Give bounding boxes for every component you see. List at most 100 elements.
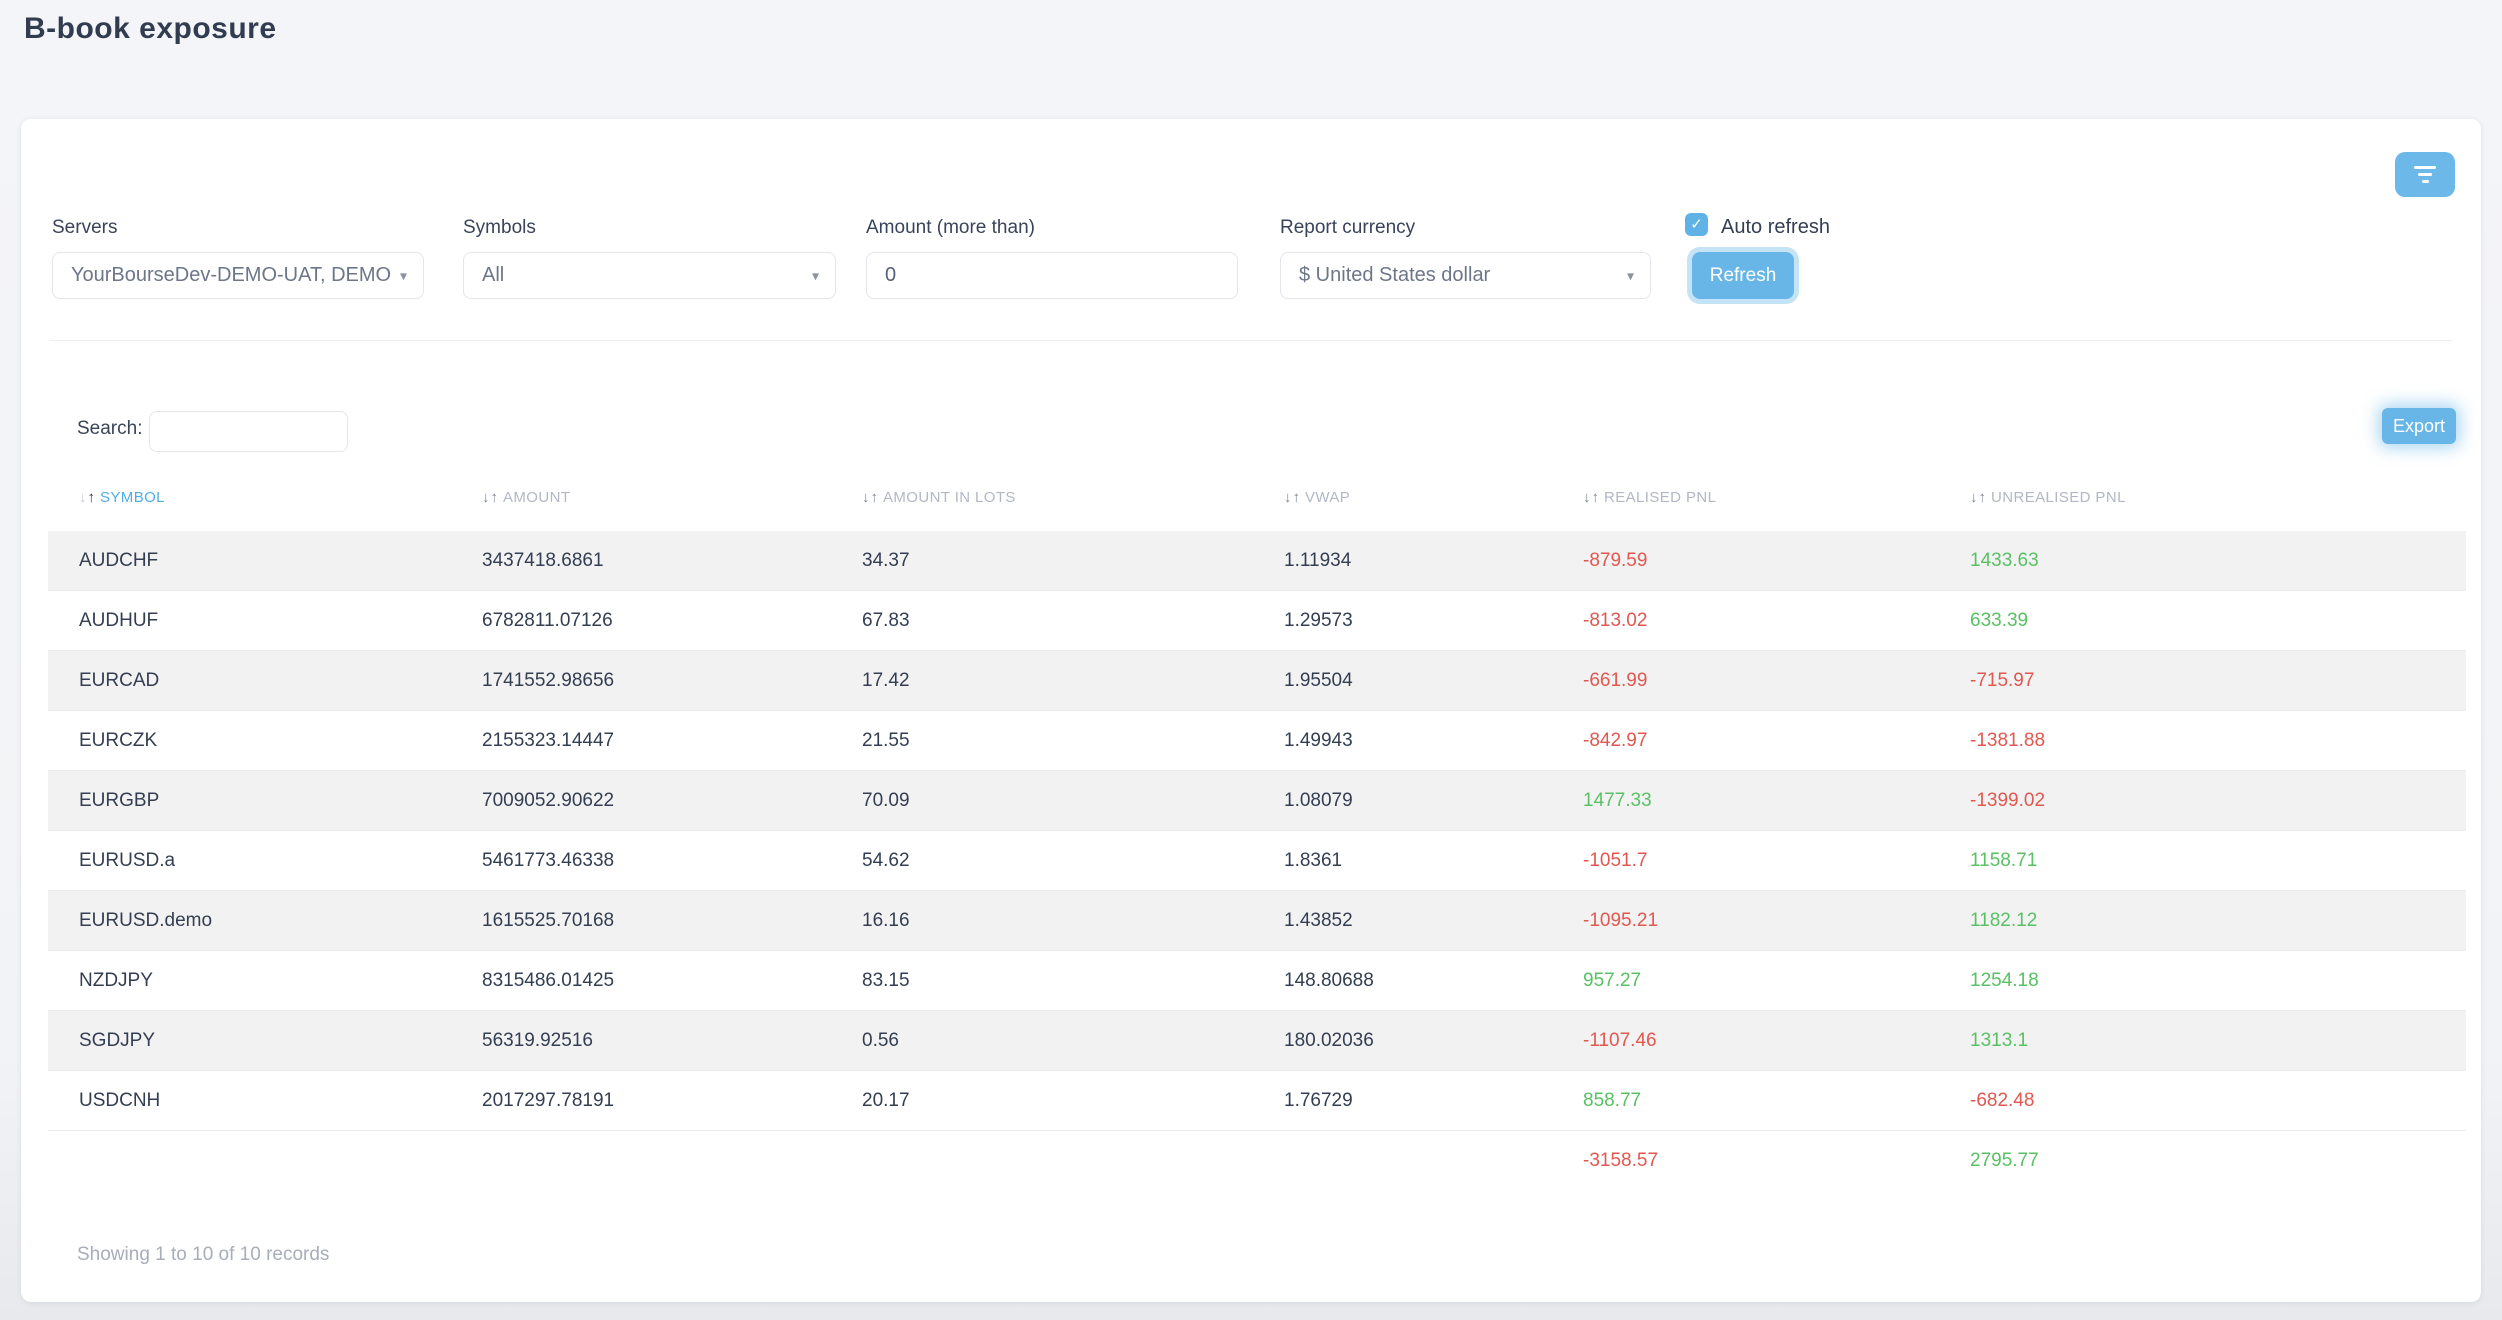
symbols-value: All — [482, 264, 505, 286]
symbols-label: Symbols — [463, 217, 536, 238]
column-label: VWAP — [1305, 489, 1351, 506]
sort-desc-icon: ↓ — [79, 489, 87, 506]
cell-vwap: 148.80688 — [1284, 969, 1374, 991]
sort-desc-icon: ↓ — [1583, 489, 1591, 506]
report-currency-select[interactable]: $ United States dollar ▾ — [1280, 252, 1651, 299]
table-row: EURUSD.a 5461773.46338 54.62 1.8361 -1051.7 1… — [48, 831, 2466, 891]
cell-realised_pnl: -879.59 — [1583, 549, 1648, 571]
table-row: AUDHUF 6782811.07126 67.83 1.29573 -813.02 63… — [48, 591, 2466, 651]
cell-symbol: USDCNH — [79, 1089, 161, 1111]
cell-amount: 5461773.46338 — [482, 849, 615, 871]
sort-asc-icon: ↑ — [1591, 489, 1600, 506]
column-label: UNREALISED PNL — [1991, 489, 2126, 506]
sort-desc-icon: ↓ — [862, 489, 870, 506]
cell-amount: 8315486.01425 — [482, 969, 615, 991]
cell-vwap: 1.8361 — [1284, 849, 1343, 871]
column-header-symbol[interactable]: ↓↑ SYMBOL — [48, 489, 451, 507]
cell-amount_in_lots: 54.62 — [862, 849, 910, 871]
cell-unrealised_pnl: 1313.1 — [1970, 1029, 2029, 1051]
column-header-vwap[interactable]: ↓↑ VWAP — [1253, 489, 1552, 507]
cell-vwap: 1.11934 — [1284, 549, 1352, 571]
column-header-amount[interactable]: ↓↑ AMOUNT — [451, 489, 831, 507]
sort-asc-icon: ↑ — [87, 489, 96, 506]
column-header-amount_in_lots[interactable]: ↓↑ AMOUNT IN LOTS — [831, 489, 1253, 507]
sort-asc-icon: ↑ — [490, 489, 499, 506]
search-label: Search: — [77, 418, 143, 439]
table-row: AUDCHF 3437418.6861 34.37 1.11934 -879.59 143… — [48, 531, 2466, 591]
chevron-down-icon: ▾ — [1626, 267, 1634, 283]
cell-vwap: 1.76729 — [1284, 1089, 1353, 1111]
export-button[interactable]: Export — [2382, 408, 2456, 444]
sort-desc-icon: ↓ — [1284, 489, 1292, 506]
cell-amount_in_lots: 34.37 — [862, 549, 910, 571]
auto-refresh-checkbox[interactable] — [1685, 213, 1708, 236]
filter-toggle-button[interactable] — [2395, 152, 2455, 197]
sort-desc-icon: ↓ — [1970, 489, 1978, 506]
cell-unrealised_pnl: -1399.02 — [1970, 789, 2046, 811]
cell-realised_pnl: -842.97 — [1583, 729, 1648, 751]
cell-symbol: SGDJPY — [79, 1029, 156, 1051]
cell-symbol: EURUSD.demo — [79, 909, 213, 931]
cell-unrealised_pnl: 633.39 — [1970, 609, 2029, 631]
cell-amount: 56319.92516 — [482, 1029, 593, 1051]
search-input[interactable] — [149, 411, 348, 452]
chevron-down-icon: ▾ — [399, 267, 407, 283]
cell-amount_in_lots: 21.55 — [862, 729, 910, 751]
cell-amount: 7009052.90622 — [482, 789, 615, 811]
cell-amount: 3437418.6861 — [482, 549, 604, 571]
exposure-table: ↓↑ SYMBOL ↓↑ AMOUNT ↓↑ AMOUNT IN LOTS ↓↑ VWAP ↓↑… — [48, 480, 2466, 1191]
table-row: EURCZK 2155323.14447 21.55 1.49943 -842.97 -1… — [48, 711, 2466, 771]
cell-amount_in_lots: 0.56 — [862, 1029, 899, 1051]
column-label: REALISED PNL — [1604, 489, 1717, 506]
cell-symbol: AUDCHF — [79, 549, 159, 571]
exposure-card: Servers Symbols Amount (more than) Repor… — [21, 119, 2481, 1302]
cell-realised_pnl: -661.99 — [1583, 669, 1648, 691]
cell-amount: 1615525.70168 — [482, 909, 615, 931]
table-row: SGDJPY 56319.92516 0.56 180.02036 -1107.46 13… — [48, 1011, 2466, 1071]
column-header-unrealised_pnl[interactable]: ↓↑ UNREALISED PNL — [1939, 489, 2466, 507]
cell-amount_in_lots: 20.17 — [862, 1089, 910, 1111]
cell-realised_pnl: -1051.7 — [1583, 849, 1648, 871]
sort-asc-icon: ↑ — [870, 489, 879, 506]
table-row: EURCAD 1741552.98656 17.42 1.95504 -661.99 -7… — [48, 651, 2466, 711]
cell-symbol: EURUSD.a — [79, 849, 176, 871]
table-row: NZDJPY 8315486.01425 83.15 148.80688 957.27 1… — [48, 951, 2466, 1011]
cell-symbol: EURGBP — [79, 789, 160, 811]
table-row: USDCNH 2017297.78191 20.17 1.76729 858.77 -68… — [48, 1071, 2466, 1131]
column-header-realised_pnl[interactable]: ↓↑ REALISED PNL — [1552, 489, 1939, 507]
amount-input[interactable] — [866, 252, 1238, 299]
symbols-select[interactable]: All ▾ — [463, 252, 836, 299]
sort-asc-icon: ↑ — [1978, 489, 1987, 506]
cell-vwap: 1.29573 — [1284, 609, 1353, 631]
chevron-down-icon: ▾ — [811, 267, 819, 283]
cell-vwap: 1.08079 — [1284, 789, 1353, 811]
cell-symbol: AUDHUF — [79, 609, 159, 631]
report-currency-label: Report currency — [1280, 217, 1416, 238]
auto-refresh-label: Auto refresh — [1721, 216, 1830, 238]
servers-select[interactable]: YourBourseDev-DEMO-UAT, DEMO ▾ — [52, 252, 424, 299]
cell-amount_in_lots: 16.16 — [862, 909, 910, 931]
sort-desc-icon: ↓ — [482, 489, 490, 506]
records-summary: Showing 1 to 10 of 10 records — [77, 1244, 330, 1265]
cell-unrealised_pnl: -1381.88 — [1970, 729, 2046, 751]
cell-realised_pnl: 957.27 — [1583, 969, 1642, 991]
cell-vwap: 1.49943 — [1284, 729, 1353, 751]
cell-amount: 2155323.14447 — [482, 729, 615, 751]
cell-unrealised_pnl: -682.48 — [1970, 1089, 2035, 1111]
cell-realised_pnl: -1095.21 — [1583, 909, 1659, 931]
refresh-button[interactable]: Refresh — [1692, 252, 1794, 299]
page-title: B-book exposure — [24, 12, 277, 45]
cell-symbol: NZDJPY — [79, 969, 153, 991]
cell-amount_in_lots: 83.15 — [862, 969, 910, 991]
cell-realised_pnl: -1107.46 — [1583, 1029, 1657, 1051]
table-header: ↓↑ SYMBOL ↓↑ AMOUNT ↓↑ AMOUNT IN LOTS ↓↑ VWAP ↓↑… — [48, 480, 2466, 516]
cell-amount: 6782811.07126 — [482, 609, 613, 631]
servers-value: YourBourseDev-DEMO-UAT, DEMO — [71, 264, 392, 286]
column-label: AMOUNT IN LOTS — [883, 489, 1016, 506]
amount-label: Amount (more than) — [866, 217, 1035, 238]
cell-vwap: 180.02036 — [1284, 1029, 1374, 1051]
cell-amount_in_lots: 70.09 — [862, 789, 910, 811]
column-label: AMOUNT — [503, 489, 571, 506]
cell-symbol: EURCAD — [79, 669, 160, 691]
cell-unrealised_pnl: 1182.12 — [1970, 909, 2038, 931]
